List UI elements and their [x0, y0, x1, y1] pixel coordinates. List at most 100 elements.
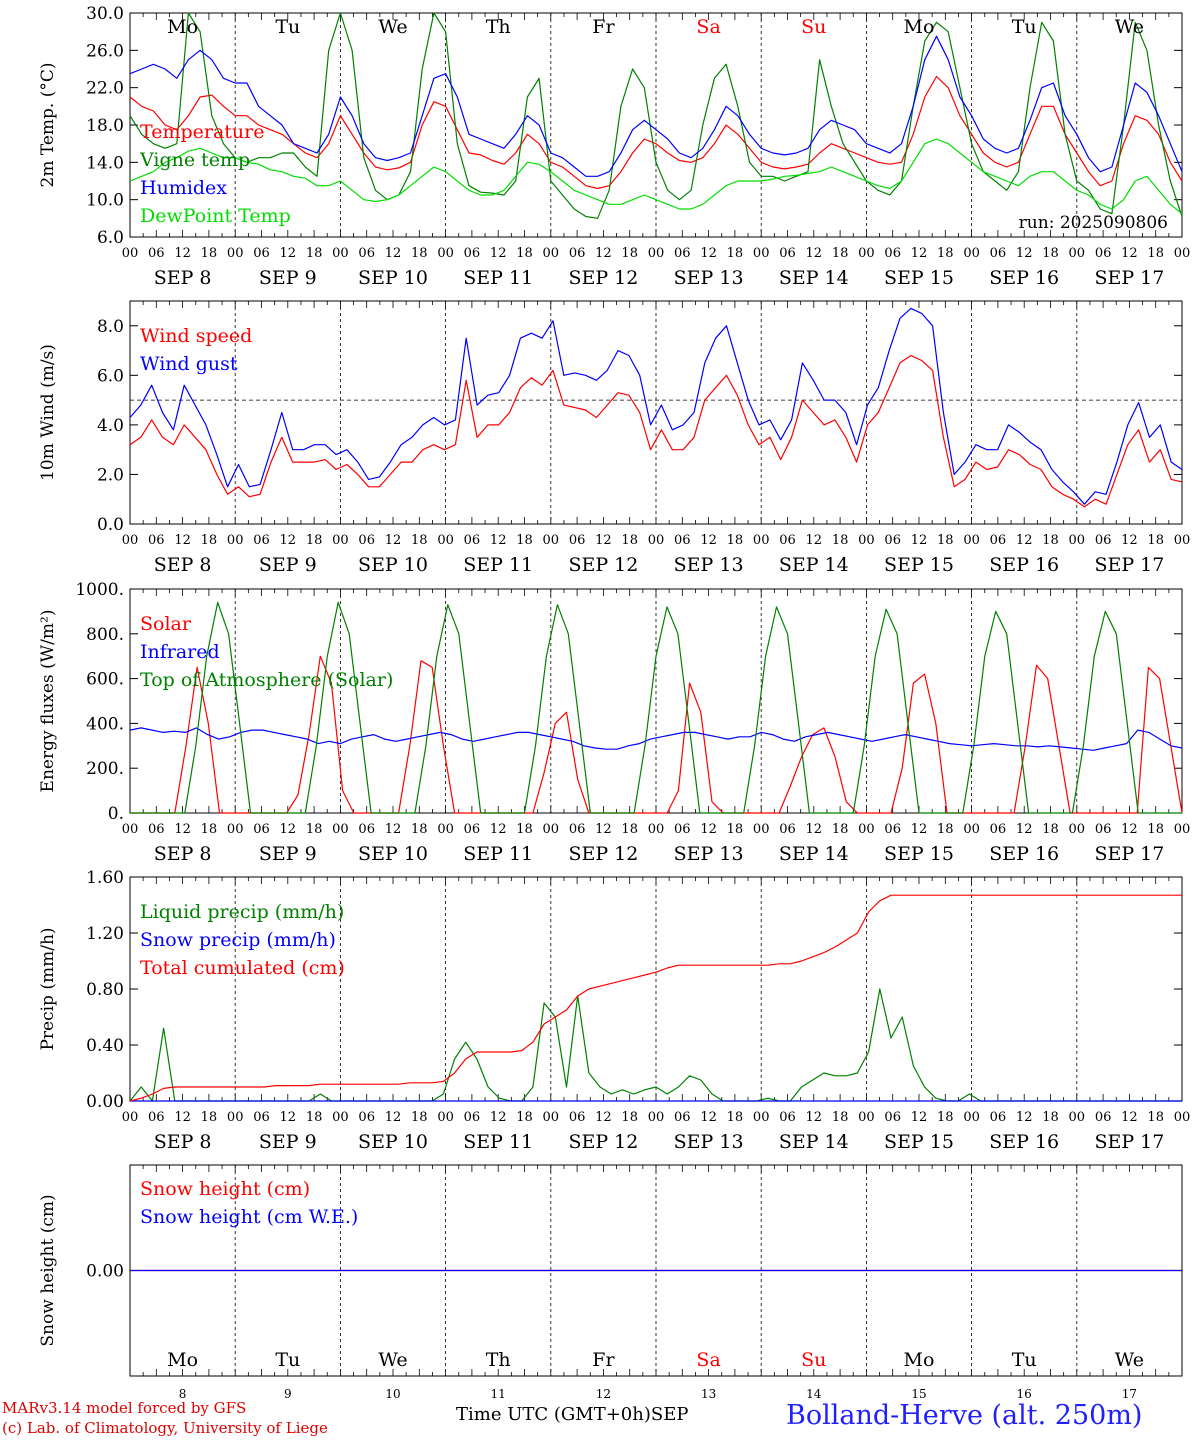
date-label: SEP 10	[358, 267, 428, 289]
hour-label: 18	[621, 1110, 638, 1125]
weekday-label: Sa	[696, 16, 720, 38]
hour-label: 12	[806, 533, 823, 548]
y-tick-label: 1.20	[86, 924, 124, 944]
hour-label: 06	[674, 246, 691, 261]
hour-label: 00	[1174, 1110, 1191, 1125]
date-label: SEP 8	[154, 267, 212, 289]
y-tick-label: 0.0	[97, 515, 124, 535]
hour-label: 00	[648, 1110, 665, 1125]
hour-label: 06	[253, 533, 270, 548]
legend-entry: Humidex	[140, 177, 227, 199]
hour-label: 00	[858, 533, 875, 548]
y-tick-label: 22.0	[86, 79, 124, 99]
legend-entry: Infrared	[140, 641, 220, 663]
date-label: SEP 8	[154, 843, 212, 865]
hour-label: 12	[280, 1110, 297, 1125]
month-label: SEP	[650, 1404, 689, 1425]
hour-label: 00	[227, 246, 244, 261]
hour-label: 12	[174, 1110, 191, 1125]
legend-entry: Vigne temp	[139, 149, 250, 171]
hour-label: 06	[990, 822, 1007, 837]
hour-label: 06	[1095, 246, 1112, 261]
hour-label: 18	[516, 1110, 533, 1125]
hour-label: 18	[937, 822, 954, 837]
hour-label: 06	[253, 1110, 270, 1125]
hour-label: 12	[806, 822, 823, 837]
panel-1: 6.0 10.0 14.0 18.0 22.0 26.0 30.0 2m Temp. (°C)…	[38, 4, 1190, 289]
hour-label: 00	[122, 822, 139, 837]
day-number-label: 9	[284, 1387, 292, 1401]
hour-label: 12	[806, 1110, 823, 1125]
hour-label: 06	[148, 246, 165, 261]
day-number-label: 12	[596, 1387, 611, 1401]
hour-label: 00	[1174, 822, 1191, 837]
date-label: SEP 17	[1094, 843, 1164, 865]
hour-label: 00	[437, 246, 454, 261]
weekday-label: We	[1115, 16, 1144, 38]
hour-label: 12	[174, 533, 191, 548]
hour-label: 06	[569, 533, 586, 548]
weekday-label: Su	[801, 1349, 826, 1371]
weekday-label: We	[378, 1349, 407, 1371]
hour-label: 12	[174, 822, 191, 837]
hour-label: 06	[464, 246, 481, 261]
hour-label: 18	[201, 533, 218, 548]
weekday-label: Fr	[592, 1349, 615, 1371]
hour-label: 06	[674, 1110, 691, 1125]
hour-label: 12	[911, 533, 928, 548]
hour-label: 00	[648, 822, 665, 837]
hour-label: 00	[122, 533, 139, 548]
weekday-label: We	[378, 16, 407, 38]
hour-label: 06	[569, 822, 586, 837]
hour-label: 12	[385, 533, 402, 548]
hour-label: 18	[621, 246, 638, 261]
date-label: SEP 12	[568, 267, 638, 289]
y-tick-label: 26.0	[86, 41, 124, 61]
hour-label: 12	[595, 533, 612, 548]
hour-label: 18	[1042, 533, 1059, 548]
series-line	[130, 655, 1183, 814]
hour-label: 12	[385, 1110, 402, 1125]
weekday-label: Mo	[904, 1349, 935, 1371]
y-tick-label: 2.0	[97, 465, 124, 485]
hour-label: 18	[832, 533, 849, 548]
hour-label: 18	[1147, 246, 1164, 261]
hour-label: 12	[700, 533, 717, 548]
hour-label: 18	[516, 822, 533, 837]
hour-label: 00	[332, 822, 349, 837]
hour-label: 06	[990, 533, 1007, 548]
hour-label: 06	[148, 1110, 165, 1125]
hour-label: 00	[963, 822, 980, 837]
hour-label: 06	[569, 1110, 586, 1125]
hour-label: 12	[700, 822, 717, 837]
date-label: SEP 9	[259, 843, 317, 865]
hour-label: 00	[332, 533, 349, 548]
hour-label: 00	[122, 1110, 139, 1125]
hour-label: 00	[648, 246, 665, 261]
hour-label: 06	[990, 246, 1007, 261]
hour-label: 12	[490, 822, 507, 837]
y-tick-label: 6.0	[97, 366, 124, 386]
hour-label: 18	[1042, 1110, 1059, 1125]
date-label: SEP 9	[259, 267, 317, 289]
hour-label: 12	[385, 246, 402, 261]
legend-entry: DewPoint Temp	[140, 205, 291, 227]
hour-label: 06	[779, 533, 796, 548]
hour-label: 12	[1121, 822, 1138, 837]
hour-label: 00	[437, 533, 454, 548]
hour-label: 00	[753, 1110, 770, 1125]
hour-label: 18	[727, 246, 744, 261]
hour-label: 06	[464, 1110, 481, 1125]
date-label: SEP 9	[259, 554, 317, 576]
hour-label: 12	[595, 822, 612, 837]
date-label: SEP 11	[463, 554, 533, 576]
footer-credit: MARv3.14 model forced by GFS (c) Lab. of…	[2, 1398, 328, 1438]
series-line	[129, 75, 1183, 190]
hour-label: 18	[306, 246, 323, 261]
hour-label: 12	[595, 1110, 612, 1125]
hour-label: 06	[779, 246, 796, 261]
hour-label: 18	[937, 246, 954, 261]
time-axis-label: Time UTC (GMT+0h)SEP	[456, 1404, 688, 1425]
legend-entry: Wind gust	[140, 353, 238, 375]
y-tick-label: 14.0	[86, 153, 124, 173]
